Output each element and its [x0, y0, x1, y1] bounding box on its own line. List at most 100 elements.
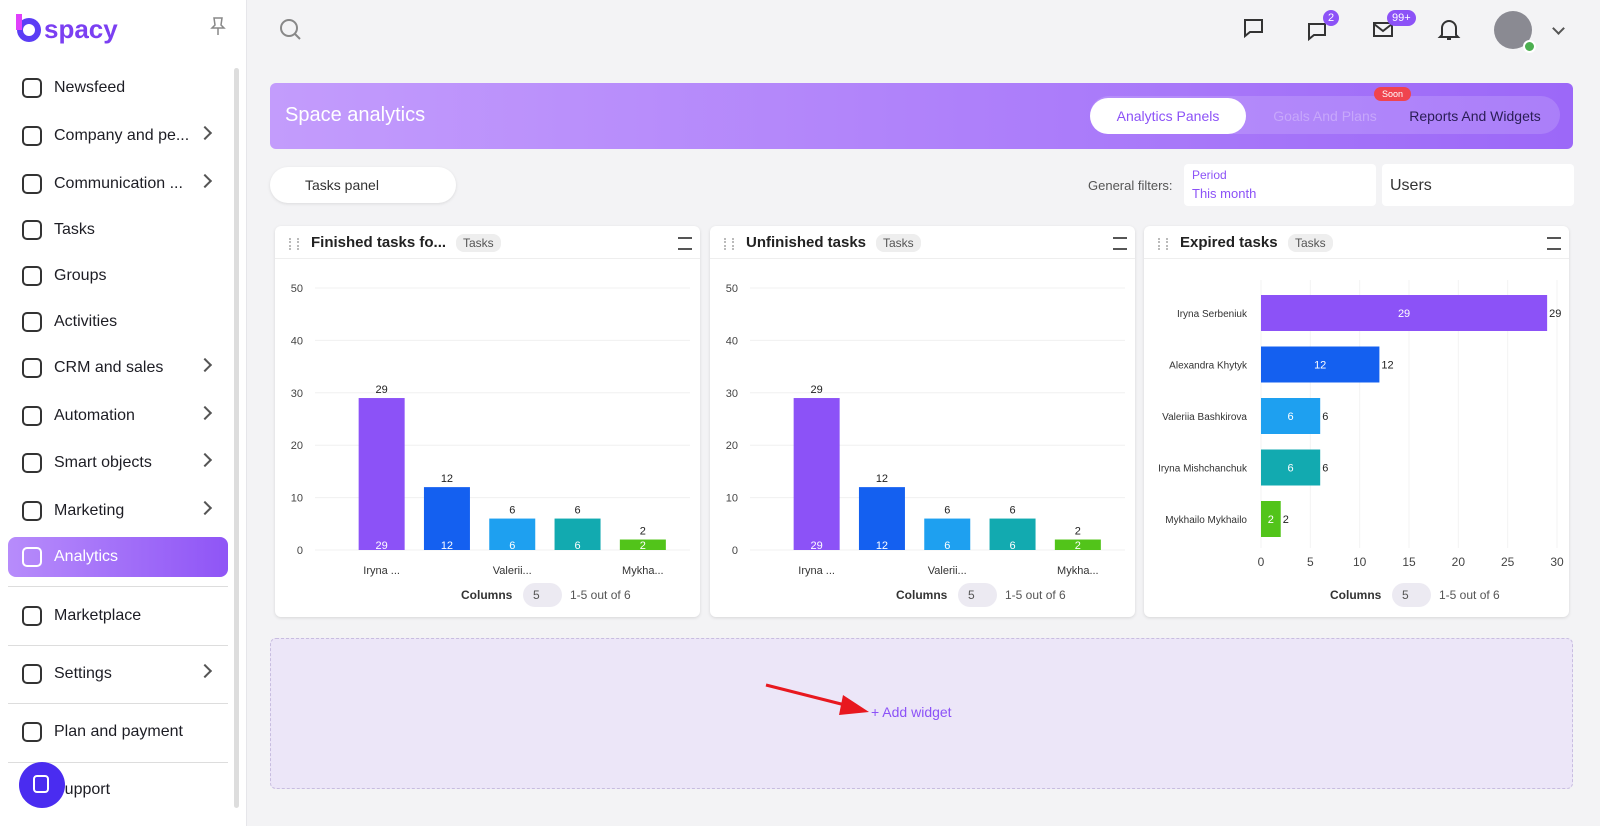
nav-item[interactable]: Marketing: [8, 491, 228, 531]
separator: [8, 762, 228, 763]
y-tick-label: 10: [726, 493, 738, 505]
profile-chevron[interactable]: [1552, 22, 1565, 35]
range-label: 1-5 out of 6: [1005, 588, 1066, 602]
search-icon[interactable]: [279, 18, 303, 42]
chart: 0 10 20 30 40 50 29 29 Iryna ... 12 12 6 6 Valerii...…: [291, 283, 690, 577]
page-size[interactable]: 5: [523, 583, 562, 607]
page-title: Space analytics: [285, 104, 426, 126]
page-size[interactable]: 5: [1392, 583, 1431, 607]
bar-inside-label: 6: [574, 540, 580, 552]
x-tick-label: Valerii...: [928, 565, 967, 577]
bar: [619, 539, 666, 550]
nav-item[interactable]: Company and pe...: [8, 116, 228, 156]
y-tick-label: Iryna Serbeniuk: [1177, 309, 1248, 320]
y-tick-label: Valeriia Bashkirova: [1162, 412, 1247, 423]
bar: [793, 398, 840, 550]
tab[interactable]: Analytics Panels: [1090, 98, 1246, 134]
x-tick-label: Iryna ...: [798, 565, 835, 577]
nav-item[interactable]: CRM and sales: [8, 348, 228, 388]
add-widget-area[interactable]: + Add widget: [270, 638, 1573, 789]
users-select[interactable]: Users: [1382, 164, 1574, 206]
soon-badge: Soon: [1374, 87, 1412, 101]
add-widget[interactable]: + Add widget: [871, 704, 952, 720]
y-tick-label: 40: [291, 335, 303, 347]
bar-top-label: 6: [1009, 505, 1015, 517]
mail-badge: 99+: [1387, 10, 1416, 26]
chart: 0 10 20 30 40 50 29 29 Iryna ... 12 12 6 6 Valerii...…: [726, 283, 1125, 577]
messages-icon[interactable]: [1306, 20, 1330, 44]
x-tick-label: 0: [1258, 555, 1265, 569]
nav-item[interactable]: Settings: [8, 654, 228, 694]
bar-inside-label: 2: [640, 540, 646, 552]
period-select[interactable]: Period This month: [1184, 164, 1376, 206]
chat-icon[interactable]: [1241, 16, 1265, 40]
mail-icon[interactable]: [1372, 20, 1396, 40]
nav-item[interactable]: Plan and payment: [8, 712, 228, 752]
bar: [1261, 449, 1321, 486]
widget-title: Finished tasks fo...: [311, 234, 447, 251]
drag-handle[interactable]: [724, 238, 734, 250]
nav-item[interactable]: Smart objects: [8, 443, 228, 483]
nav-item[interactable]: Activities: [8, 302, 228, 342]
pin-icon[interactable]: [210, 16, 226, 36]
panel-select[interactable]: Tasks panel: [270, 167, 456, 203]
bar-top-label: 12: [876, 473, 888, 485]
y-tick-label: 0: [732, 545, 738, 557]
nav-item[interactable]: Analytics: [8, 537, 228, 577]
chevron: [197, 452, 213, 468]
nav-item[interactable]: Marketplace: [8, 596, 228, 636]
menu-icon[interactable]: [1113, 237, 1127, 250]
bar: [423, 487, 470, 550]
widget: Expired tasks Tasks Columns 5 1-5 out of 6 0 5…: [1144, 226, 1569, 617]
x-tick-label: Mykha...: [622, 565, 664, 577]
logo: spacy: [44, 14, 118, 44]
bar-inside-label: 29: [811, 540, 823, 552]
tab[interactable]: Reports And Widgets: [1409, 108, 1541, 124]
support-chat-button[interactable]: [19, 762, 65, 808]
drag-handle[interactable]: [289, 238, 299, 250]
bar-end-label: 6: [1322, 463, 1328, 475]
nav-label: Tasks: [54, 221, 95, 238]
nav-label: Company and pe...: [54, 127, 190, 144]
menu-icon[interactable]: [678, 237, 692, 250]
nav-item[interactable]: Communication ...: [8, 164, 228, 204]
tab[interactable]: Goals And Plans: [1273, 108, 1377, 124]
header-line: [710, 258, 1135, 259]
nav-item[interactable]: Tasks: [8, 210, 228, 250]
bar-top-label: 6: [574, 505, 580, 517]
scrollbar: [234, 68, 239, 808]
chevron: [197, 405, 213, 421]
bar-end-label: 12: [1381, 360, 1393, 372]
bar-top-label: 29: [811, 384, 823, 396]
nav-label: Smart objects: [54, 454, 152, 471]
x-tick-label: Valerii...: [493, 565, 532, 577]
nav-item[interactable]: Groups: [8, 256, 228, 296]
page-size[interactable]: 5: [958, 583, 997, 607]
nav-icon: [22, 722, 42, 742]
range-label: 1-5 out of 6: [1439, 588, 1500, 602]
chevron: [197, 500, 213, 516]
range-label: 1-5 out of 6: [570, 588, 631, 602]
nav-icon: [22, 174, 42, 194]
drag-handle[interactable]: [1158, 238, 1168, 250]
bar: [989, 518, 1036, 550]
separator: [8, 586, 228, 587]
header-line: [275, 258, 700, 259]
bar: [924, 518, 971, 550]
nav-icon: [22, 266, 42, 286]
bar: [489, 518, 536, 550]
nav-icon: [22, 358, 42, 378]
nav-label: Marketing: [54, 502, 125, 519]
nav-item[interactable]: Newsfeed: [8, 68, 228, 108]
nav-item[interactable]: Automation: [8, 396, 228, 436]
x-tick-label: 15: [1402, 555, 1416, 569]
x-tick-label: Mykha...: [1057, 565, 1099, 577]
panel-select-label: Tasks panel: [305, 177, 379, 193]
bar-top-label: 6: [944, 505, 950, 517]
add-widget-label: Add widget: [882, 704, 952, 720]
menu-icon[interactable]: [1547, 237, 1561, 250]
bell-icon[interactable]: [1437, 18, 1461, 42]
y-tick-label: 20: [291, 440, 303, 452]
nav-label: Plan and payment: [54, 723, 183, 740]
x-tick-label: 25: [1501, 555, 1515, 569]
